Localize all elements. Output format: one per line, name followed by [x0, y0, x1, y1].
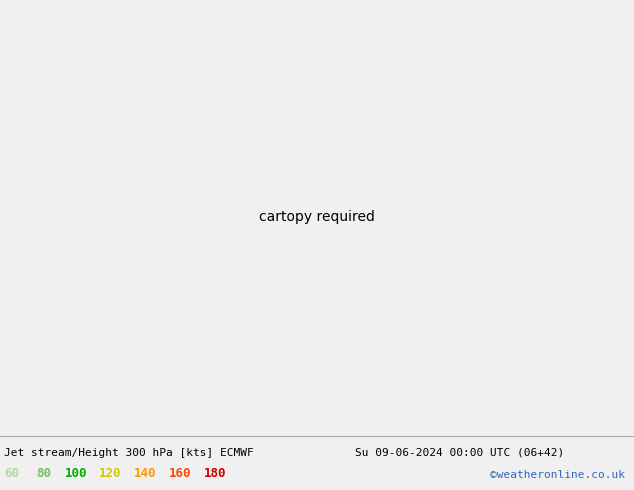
Text: 80: 80	[36, 467, 51, 480]
Text: cartopy required: cartopy required	[259, 210, 375, 224]
Text: 60: 60	[4, 467, 19, 480]
Text: Jet stream/Height 300 hPa [kts] ECMWF: Jet stream/Height 300 hPa [kts] ECMWF	[4, 448, 254, 458]
Text: 120: 120	[99, 467, 122, 480]
Text: 100: 100	[65, 467, 87, 480]
Text: Su 09-06-2024 00:00 UTC (06+42): Su 09-06-2024 00:00 UTC (06+42)	[355, 448, 564, 458]
Text: ©weatheronline.co.uk: ©weatheronline.co.uk	[490, 470, 625, 480]
Text: 140: 140	[134, 467, 157, 480]
Text: 180: 180	[204, 467, 226, 480]
Text: 160: 160	[169, 467, 191, 480]
